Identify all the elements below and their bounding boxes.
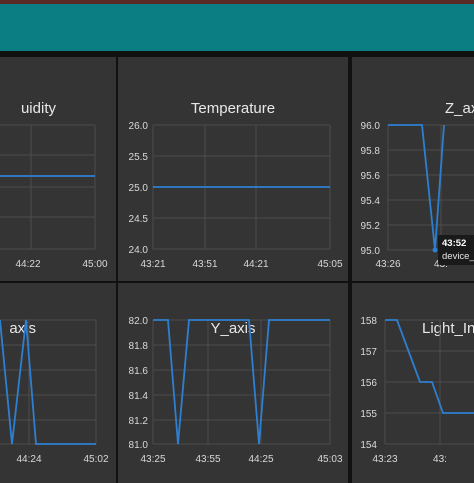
y-axis-y-tick: 81.6 bbox=[129, 366, 149, 377]
z-axis-y-tick: 95.2 bbox=[361, 221, 381, 232]
temperature-x-tick: 43:21 bbox=[140, 259, 165, 270]
light-intensity-chart: 158 157 156 155 154 43:23 43: bbox=[360, 316, 474, 465]
y-axis-series-line bbox=[153, 319, 330, 445]
humidity-chart: 44:22 45:00 bbox=[0, 124, 108, 270]
humidity-panel: uidity 44:22 45:00 bbox=[0, 57, 116, 281]
z-axis-y-tick: 95.6 bbox=[361, 171, 381, 182]
y-axis-x-tick: 45:03 bbox=[317, 454, 342, 465]
z-axis-hover-point bbox=[432, 247, 438, 253]
x-axis-panel: axis 44:24 45:02 bbox=[0, 283, 116, 483]
humidity-x-tick: 44:22 bbox=[15, 259, 40, 270]
humidity-x-tick: 45:00 bbox=[82, 259, 107, 270]
y-axis-x-tick: 43:25 bbox=[140, 454, 165, 465]
y-axis-y-tick: 81.2 bbox=[129, 416, 149, 427]
temperature-y-tick: 26.0 bbox=[129, 121, 149, 132]
y-axis-chart: 82.0 81.8 81.6 81.4 81.2 81.0 43:25 43:5… bbox=[129, 316, 343, 465]
temperature-x-tick: 43:51 bbox=[192, 259, 217, 270]
light-y-tick: 158 bbox=[360, 316, 377, 327]
temperature-title: Temperature bbox=[190, 100, 276, 117]
tooltip-time: 43:52 bbox=[442, 238, 467, 249]
y-axis-y-tick: 81.4 bbox=[129, 391, 149, 402]
x-axis-x-tick: 44:24 bbox=[16, 454, 41, 465]
z-axis-y-tick: 95.8 bbox=[361, 146, 381, 157]
temperature-panel: Temperature 26.0 25.5 25.0 24.5 24.0 43:… bbox=[118, 57, 348, 281]
y-axis-y-tick: 81.8 bbox=[129, 341, 149, 352]
y-axis-y-tick: 81.0 bbox=[129, 440, 149, 451]
temperature-y-tick: 24.0 bbox=[129, 245, 149, 256]
z-axis-title: Z_ax bbox=[445, 100, 474, 117]
light-y-tick: 157 bbox=[360, 347, 377, 358]
z-axis-y-tick: 95.4 bbox=[361, 196, 381, 207]
light-y-tick: 155 bbox=[360, 409, 377, 420]
x-axis-chart: 44:24 45:02 bbox=[0, 319, 109, 465]
y-axis-x-tick: 44:25 bbox=[248, 454, 273, 465]
y-axis-y-tick: 82.0 bbox=[129, 316, 149, 327]
humidity-title: uidity bbox=[20, 100, 56, 117]
temperature-y-tick: 24.5 bbox=[129, 214, 149, 225]
light-y-tick: 154 bbox=[360, 440, 377, 451]
x-axis-x-tick: 45:02 bbox=[83, 454, 108, 465]
dashboard-header-bar bbox=[0, 4, 474, 51]
y-axis-title: Y_axis bbox=[210, 320, 256, 337]
z-axis-panel: Z_ax 96.0 95.8 95.6 95.4 95.2 95.0 43:26… bbox=[352, 57, 474, 281]
z-axis-y-tick: 96.0 bbox=[361, 121, 381, 132]
temperature-chart: 26.0 25.5 25.0 24.5 24.0 43:21 43:51 44:… bbox=[129, 121, 343, 270]
light-y-tick: 156 bbox=[360, 378, 377, 389]
z-axis-x-tick: 43:26 bbox=[375, 259, 400, 270]
y-axis-panel: Y_axis 82.0 81.8 81.6 81.4 81.2 81.0 43:… bbox=[118, 283, 348, 483]
temperature-x-tick: 44:21 bbox=[243, 259, 268, 270]
z-axis-series-line bbox=[388, 124, 445, 251]
light-intensity-panel: Light_Int 158 157 156 155 154 43:23 43: bbox=[352, 283, 474, 483]
z-axis-tooltip: 43:52 device_ bbox=[438, 235, 474, 265]
light-intensity-title: Light_Int bbox=[422, 320, 474, 337]
z-axis-y-tick: 95.0 bbox=[361, 246, 381, 257]
temperature-y-tick: 25.0 bbox=[129, 183, 149, 194]
temperature-x-tick: 45:05 bbox=[317, 259, 342, 270]
temperature-y-tick: 25.5 bbox=[129, 152, 149, 163]
light-series-line bbox=[385, 319, 474, 414]
x-axis-series-line bbox=[0, 319, 96, 445]
tooltip-label: device_ bbox=[442, 251, 474, 262]
top-strip bbox=[0, 0, 474, 4]
light-x-tick: 43: bbox=[433, 454, 447, 465]
light-x-tick: 43:23 bbox=[372, 454, 397, 465]
y-axis-x-tick: 43:55 bbox=[195, 454, 220, 465]
